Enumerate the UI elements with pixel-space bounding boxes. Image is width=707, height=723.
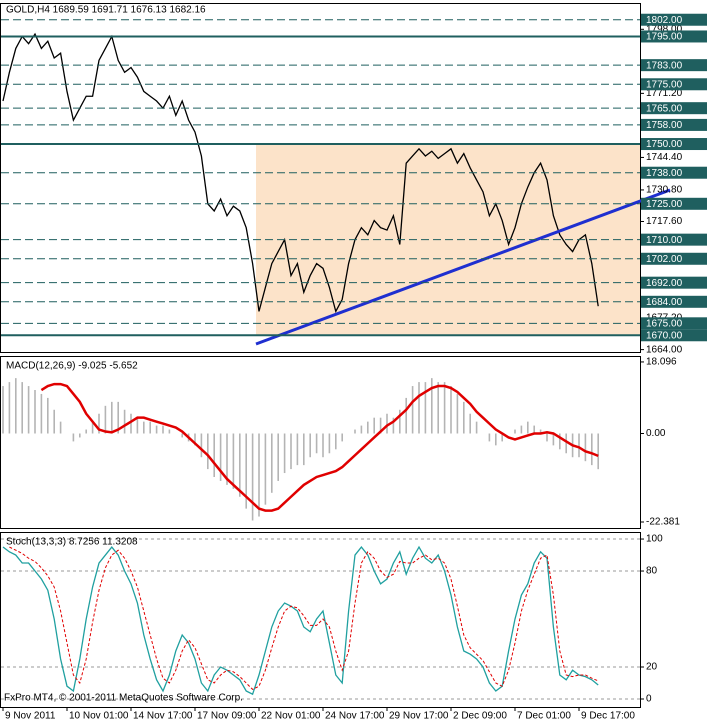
y-tick-label: 1664.00: [646, 344, 683, 355]
level-box: [641, 166, 707, 179]
level-label: 1783.00: [646, 60, 683, 71]
level-label: 1725.00: [646, 199, 683, 210]
level-label: 1710.00: [646, 235, 683, 246]
y-tick-label: 0: [646, 694, 652, 705]
x-tick-label: 29 Nov 17:00: [389, 711, 449, 722]
y-tick-label: -22.381: [646, 517, 680, 528]
x-tick-label: 14 Nov 17:00: [133, 711, 193, 722]
x-tick-label: 17 Nov 09:00: [197, 711, 257, 722]
x-tick-label: 10 Nov 01:00: [69, 711, 129, 722]
level-label: 1692.00: [646, 278, 683, 289]
level-box: [641, 30, 707, 43]
level-box: [641, 13, 707, 26]
x-tick-label: 7 Dec 01:00: [517, 711, 571, 722]
y-tick-label: 1744.40: [646, 152, 683, 163]
x-tick-label: 24 Nov 17:00: [325, 711, 385, 722]
marks: [1, 32, 640, 700]
x-tick-label: 9 Nov 2011: [5, 711, 56, 722]
series-line: [9, 546, 599, 691]
level-label: 1802.00: [646, 15, 683, 26]
level-box: [641, 59, 707, 72]
y-tick-label: 100: [646, 534, 663, 545]
y-tick-label: 1798.00: [646, 24, 683, 35]
level-label: 1765.00: [646, 103, 683, 114]
level-label: 1738.00: [646, 168, 683, 179]
level-label: 1684.00: [646, 297, 683, 308]
x-tick-label: 22 Nov 01:00: [261, 711, 321, 722]
level-box: [641, 295, 707, 308]
level-box: [641, 138, 707, 151]
y-tick-label: 1717.60: [646, 216, 683, 227]
level-label: 1670.00: [646, 330, 683, 341]
level-box: [641, 252, 707, 265]
x-tick-label: 2 Dec 09:00: [453, 711, 507, 722]
level-label: 1775.00: [646, 79, 683, 90]
level-box: [641, 102, 707, 115]
y-tick-label: 20: [646, 662, 658, 673]
macd-panel: [0, 356, 641, 529]
level-label: 1750.00: [646, 139, 683, 150]
level-box: [641, 233, 707, 246]
level-box: [641, 118, 707, 131]
y-tick-label: 0.00: [646, 428, 666, 439]
series-line: [2, 545, 599, 696]
stoch-panel: [0, 532, 641, 708]
level-box: [641, 276, 707, 289]
stoch-title: Stoch(13,3,3) 8.7256 11.3208: [6, 537, 138, 548]
annotation: FxPro MT4, © 2001-2011 MetaQuotes Softwa…: [4, 693, 243, 704]
series-line: [2, 32, 599, 314]
level-box: [641, 78, 707, 91]
y-tick-label: 1771.20: [646, 88, 683, 99]
macd-title: MACD(12,26,9) -9.025 -5.652: [6, 361, 138, 372]
price-title: GOLD,H4 1689.59 1691.71 1676.13 1682.16: [6, 5, 206, 16]
level-label: 1675.00: [646, 318, 683, 329]
y-tick-label: 80: [646, 566, 658, 577]
level-box: [641, 197, 707, 210]
price-panel: [0, 3, 641, 353]
x-tick-label: 9 Dec 17:00: [581, 711, 635, 722]
y-tick-label: 1730.80: [646, 185, 683, 196]
level-label: 1758.00: [646, 120, 683, 131]
trendline: [255, 188, 671, 346]
level-label: 1702.00: [646, 254, 683, 265]
level-box: [641, 329, 707, 342]
level-box: [641, 317, 707, 330]
y-tick-label: 18.096: [646, 357, 677, 368]
series-line: [40, 382, 599, 512]
level-label: 1795.00: [646, 32, 683, 43]
